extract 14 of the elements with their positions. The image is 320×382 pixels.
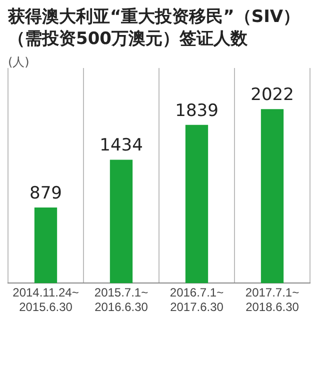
data-label: 2022: [250, 85, 294, 106]
data-label: 1839: [175, 100, 218, 121]
x-tick-label: 2015.7.1~2016.6.30: [94, 286, 148, 314]
x-tick-label: 2014.11.24~2015.6.30: [12, 286, 79, 314]
bar: [34, 208, 58, 284]
x-tick-label: 2017.7.1~2018.6.30: [245, 286, 300, 314]
chart-title: 获得澳大利亚“重大投资移民”（SIV）（需投资500万澳元）签证人数: [8, 6, 302, 50]
bar: [185, 124, 208, 284]
data-label: 879: [30, 183, 62, 204]
y-axis-title: (人): [8, 54, 30, 69]
bar: [110, 160, 133, 284]
x-tick-label: 2016.7.1~2017.6.30: [170, 286, 224, 314]
data-label: 1434: [100, 136, 143, 156]
bar: [260, 109, 284, 284]
